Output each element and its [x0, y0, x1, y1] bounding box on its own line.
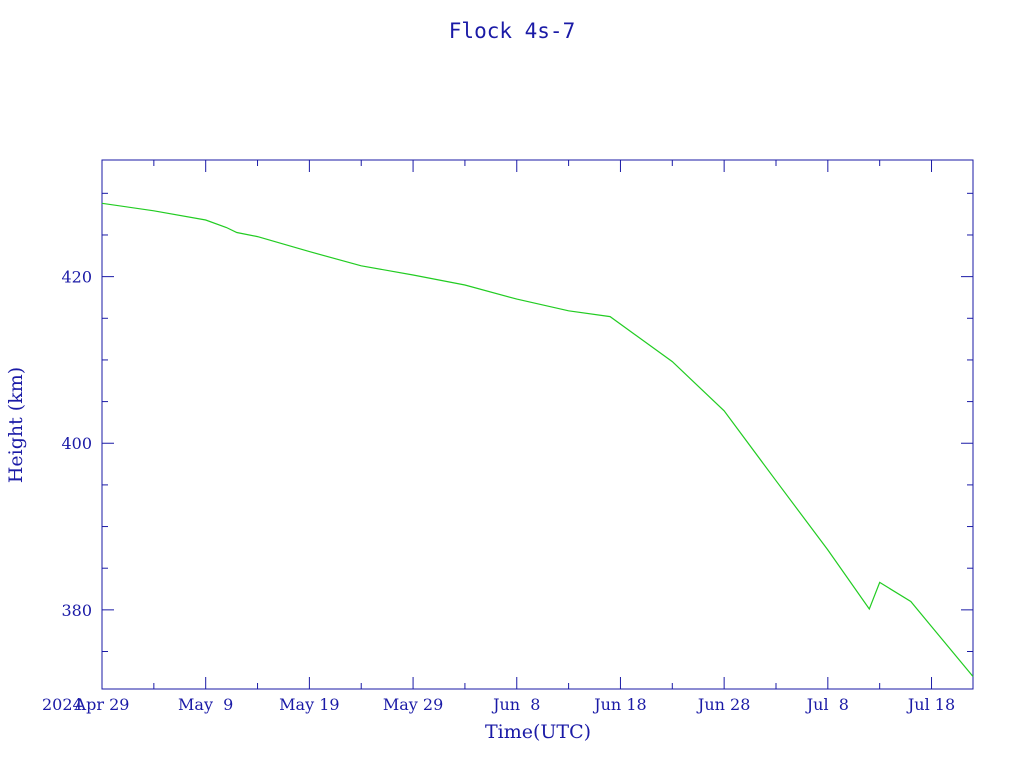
x-tick-label: May 29	[383, 695, 443, 714]
chart-title: Flock 4s-7	[449, 19, 575, 43]
x-tick-label: Jul 8	[805, 695, 849, 714]
x-tick-label: Jun 8	[491, 695, 540, 714]
plot-frame	[101, 159, 974, 690]
axis-ticks	[101, 160, 973, 689]
y-axis-label: Height (km)	[5, 367, 27, 483]
x-tick-label: Jun 18	[592, 695, 646, 714]
y-tick-label: 420	[61, 268, 92, 287]
y-tick-label: 380	[61, 601, 92, 620]
height-series-line	[101, 202, 974, 677]
y-tick-labels: 380 400 420	[61, 268, 92, 620]
x-year-label: 2024	[42, 695, 83, 714]
x-tick-label: Jul 18	[906, 695, 955, 714]
y-tick-label: 400	[61, 434, 92, 453]
x-tick-label: May 9	[178, 695, 233, 714]
x-tick-label: May 19	[279, 695, 339, 714]
x-tick-label: Jun 28	[696, 695, 750, 714]
x-tick-labels: Apr 29 May 9 May 19 May 29 Jun 8 Jun 18 Jun 28…	[74, 695, 956, 714]
x-tick-label: Apr 29	[74, 695, 130, 714]
x-axis-label: Time(UTC)	[485, 721, 591, 743]
